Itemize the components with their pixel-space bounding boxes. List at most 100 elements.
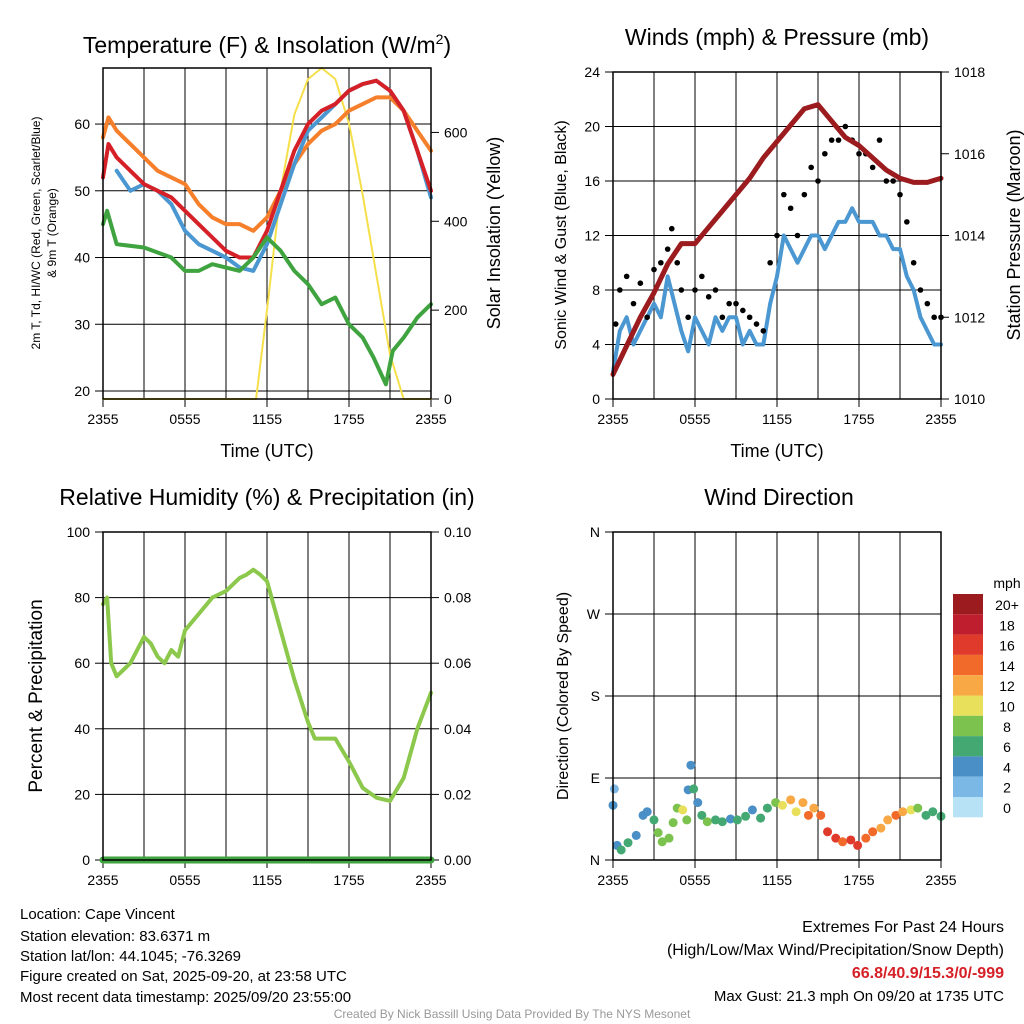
gust-point	[699, 273, 705, 280]
y2-tick-label: 1010	[954, 391, 985, 407]
gust-point	[781, 191, 787, 198]
y-tick-label: N	[590, 524, 600, 540]
direction-point	[642, 807, 652, 817]
direction-point	[898, 807, 908, 817]
y-tick-label: 12	[584, 228, 600, 244]
y2-tick-label: 600	[444, 124, 468, 140]
y-tick-label: 40	[74, 250, 90, 266]
x-tick-label: 2355	[597, 872, 628, 888]
chart-title-2: Winds (mph) & Pressure (mb)	[625, 24, 929, 50]
legend-label: 10	[999, 699, 1015, 715]
series-td	[101, 208, 433, 387]
y-tick-label: 60	[74, 116, 90, 132]
plot-frame	[612, 71, 942, 400]
legend-swatch	[953, 756, 983, 777]
y-tick-label: 50	[74, 183, 90, 199]
gust-point	[835, 137, 842, 143]
direction-point	[803, 810, 813, 820]
legend-label: 12	[999, 678, 1015, 694]
x-axis-label-2: Time (UTC)	[730, 441, 823, 461]
y-tick-label: 20	[74, 786, 90, 802]
gust-point	[801, 191, 808, 198]
gust-point	[705, 294, 712, 300]
gust-point	[890, 178, 896, 184]
y2-tick-label: 0	[444, 391, 452, 407]
series-solar	[102, 67, 432, 400]
legend-swatch	[953, 776, 983, 797]
y2-axis-label-1: Solar Insolation (Yellow)	[484, 137, 504, 329]
legend-label: 8	[1003, 719, 1011, 735]
location-text: Location: Cape Vincent	[20, 906, 175, 923]
gust-point	[760, 328, 767, 334]
x-tick-label: 2355	[925, 411, 956, 427]
gust-point	[644, 314, 650, 321]
direction-point	[891, 810, 901, 820]
y-axis-label-4: Direction (Colored By Speed)	[555, 592, 572, 800]
max-gust-text: Max Gust: 21.3 mph On 09/20 at 1735 UTC	[713, 988, 1004, 1005]
x-tick-label: 2355	[87, 872, 118, 888]
direction-point	[762, 803, 772, 813]
direction-point	[693, 798, 703, 808]
legend-label: 4	[1003, 759, 1011, 775]
extremes-values: 66.8/40.9/15.3/0/-999	[851, 965, 1004, 982]
direction-point	[657, 837, 667, 847]
series-9m-t	[101, 95, 433, 233]
direction-point	[921, 810, 931, 820]
direction-point	[838, 837, 848, 847]
y2-tick-label: 0.06	[444, 655, 471, 671]
direction-point	[913, 803, 923, 813]
direction-point	[616, 845, 626, 855]
series-rh	[101, 567, 433, 803]
legend-swatch	[953, 736, 983, 757]
gust-point	[822, 150, 828, 157]
legend-swatch	[953, 695, 983, 716]
direction-point	[861, 833, 871, 843]
y-axis-label-1b: & 9m T (Orange)	[45, 188, 59, 278]
gust-point	[767, 259, 773, 266]
direction-point	[868, 827, 878, 837]
legend-swatch	[953, 797, 983, 818]
y2-tick-label: 1012	[954, 309, 985, 325]
direction-point	[771, 798, 781, 808]
plot-frame	[102, 531, 432, 861]
credit-text: Created By Nick Bassill Using Data Provi…	[333, 1007, 691, 1021]
y2-tick-label: 0.00	[444, 852, 471, 868]
gust-point	[726, 300, 732, 307]
gust-point	[719, 314, 726, 321]
gust-point	[664, 246, 671, 252]
y-tick-label: 30	[74, 316, 90, 332]
x-tick-label: 1755	[843, 411, 874, 427]
gust-point	[692, 287, 698, 293]
x-tick-label: 0555	[169, 411, 200, 427]
gust-point	[856, 150, 862, 157]
legend-label: 14	[999, 658, 1015, 674]
gust-point	[712, 287, 719, 293]
legend-swatch	[953, 675, 983, 696]
y-tick-label: N	[590, 852, 600, 868]
y-tick-label: 24	[584, 64, 600, 80]
y-tick-label: 40	[74, 721, 90, 737]
gust-point	[787, 205, 794, 212]
legend-label: 16	[999, 638, 1015, 654]
legend-swatch	[953, 594, 983, 615]
gust-point	[808, 164, 814, 171]
y-tick-label: E	[591, 770, 600, 786]
panel-2: 2355 0555 1155 1755 2355 0 4 8 12 16 20 24 1010 1012 1…	[584, 64, 985, 427]
y-tick-label: 8	[592, 282, 600, 298]
direction-point	[816, 810, 826, 820]
direction-point	[883, 815, 893, 825]
x-tick-label: 2355	[415, 872, 446, 888]
chart-title-1: Temperature (F) & Insolation (W/m2)	[83, 31, 451, 58]
gust-point	[617, 287, 623, 293]
x-tick-label: 2355	[415, 411, 446, 427]
y-tick-label: 80	[74, 590, 90, 606]
y2-tick-label: 0.04	[444, 721, 471, 737]
y-tick-label: 0	[592, 391, 600, 407]
y-tick-label: 20	[584, 119, 600, 135]
x-tick-label: 1155	[762, 872, 792, 888]
direction-point	[777, 800, 787, 810]
y2-tick-label: 0.10	[444, 524, 471, 540]
y2-tick-label: 1016	[954, 146, 985, 162]
